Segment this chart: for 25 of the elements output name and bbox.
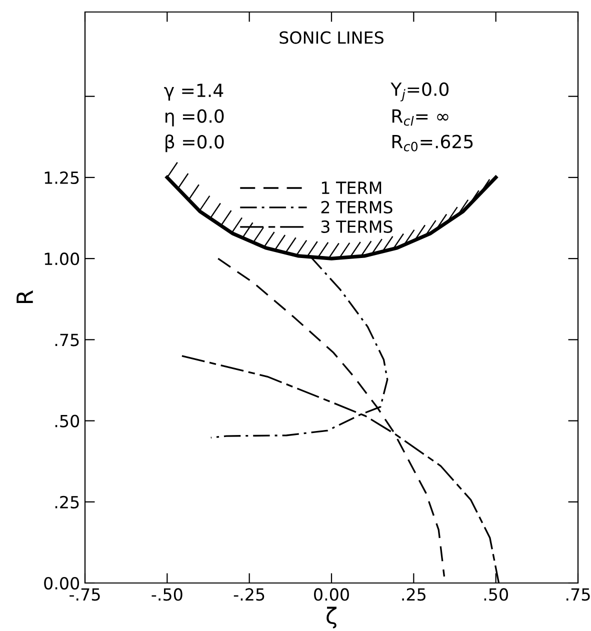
x-axis-title: ζ	[326, 606, 336, 628]
annotation: R$_{cl}$= ∞	[392, 109, 448, 126]
legend-label: 3 TERMS	[321, 220, 392, 233]
annotation: R$_{c0}$=.625	[392, 134, 473, 152]
legend-label: 2 TERMS	[321, 200, 392, 214]
x-tick-label: .50	[484, 588, 508, 601]
annotation: β =0.0	[166, 134, 224, 152]
annotation: Y$_{j}$=0.0	[390, 82, 449, 102]
y-tick-label: 1.00	[44, 252, 80, 266]
y-axis-title: R	[16, 290, 33, 304]
y-tick-label: 0.00	[44, 576, 80, 590]
x-tick-label: -.75	[70, 588, 100, 601]
text: SONIC LINES	[280, 31, 384, 44]
annotation: γ =1.4	[164, 84, 224, 101]
x-tick-label: -.50	[152, 588, 182, 601]
y-tick-label: 1.25	[44, 171, 79, 184]
y-tick-label: .50	[55, 414, 80, 428]
x-tick-label: 0.00	[314, 588, 349, 601]
x-tick-label: .25	[402, 588, 426, 601]
y-tick-label: .25	[55, 496, 79, 508]
x-tick-label: .75	[566, 588, 590, 601]
x-tick-label: -.25	[234, 588, 264, 601]
annotation: η =0.0	[166, 109, 224, 126]
y-tick-label: .75	[55, 334, 79, 346]
legend-label: 1 TERM	[322, 182, 382, 194]
